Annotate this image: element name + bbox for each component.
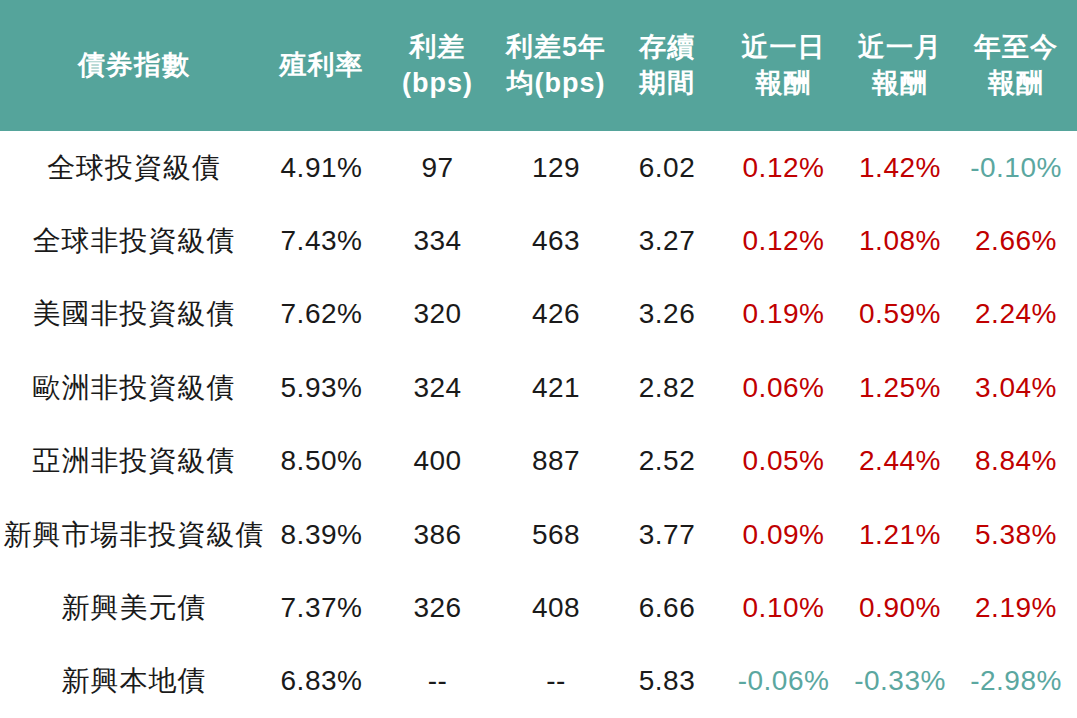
spread-value: 400: [375, 425, 500, 498]
table-row-us-hy: 美國非投資級債 7.62% 320 426 3.26 0.19% 0.59% 2…: [0, 278, 1077, 351]
table-row-europe-hy: 歐洲非投資級債 5.93% 324 421 2.82 0.06% 1.25% 3…: [0, 351, 1077, 424]
spread-5y-avg-value: 463: [500, 204, 612, 277]
return-1d-value: 0.12%: [722, 204, 845, 277]
col-header-return-ytd: 年至今 報酬: [955, 0, 1077, 131]
col-header-bond-index: 債券指數: [0, 0, 268, 131]
yield-value: 4.91%: [268, 131, 375, 204]
spread-value: 326: [375, 571, 500, 644]
duration-value: 3.27: [612, 204, 722, 277]
yield-value: 5.93%: [268, 351, 375, 424]
spread-5y-avg-value: 421: [500, 351, 612, 424]
duration-value: 5.83: [612, 645, 722, 718]
col-header-return-1m: 近一月 報酬: [845, 0, 955, 131]
spread-value: --: [375, 645, 500, 718]
spread-value: 324: [375, 351, 500, 424]
yield-value: 8.50%: [268, 425, 375, 498]
return-1m-value: -0.33%: [845, 645, 955, 718]
spread-5y-avg-value: 887: [500, 425, 612, 498]
spread-5y-avg-value: 129: [500, 131, 612, 204]
bond-index-name: 歐洲非投資級債: [0, 351, 268, 424]
return-1d-value: 0.12%: [722, 131, 845, 204]
duration-value: 3.26: [612, 278, 722, 351]
return-ytd-value: -0.10%: [955, 131, 1077, 204]
return-ytd-value: 2.24%: [955, 278, 1077, 351]
return-1d-value: 0.06%: [722, 351, 845, 424]
col-header-duration: 存續 期間: [612, 0, 722, 131]
return-1d-value: 0.05%: [722, 425, 845, 498]
bond-index-name: 全球非投資級債: [0, 204, 268, 277]
spread-5y-avg-value: --: [500, 645, 612, 718]
bond-index-name: 美國非投資級債: [0, 278, 268, 351]
yield-value: 6.83%: [268, 645, 375, 718]
bond-index-name: 亞洲非投資級債: [0, 425, 268, 498]
spread-value: 97: [375, 131, 500, 204]
return-ytd-value: 2.66%: [955, 204, 1077, 277]
return-ytd-value: 5.38%: [955, 498, 1077, 571]
table-header: 債券指數 殖利率 利差 (bps) 利差5年 均(bps) 存續 期間 近一日 …: [0, 0, 1077, 131]
return-1m-value: 1.42%: [845, 131, 955, 204]
yield-value: 8.39%: [268, 498, 375, 571]
header-row: 債券指數 殖利率 利差 (bps) 利差5年 均(bps) 存續 期間 近一日 …: [0, 0, 1077, 131]
return-ytd-value: 8.84%: [955, 425, 1077, 498]
return-ytd-value: 3.04%: [955, 351, 1077, 424]
col-header-spread-bps: 利差 (bps): [375, 0, 500, 131]
return-1d-value: 0.10%: [722, 571, 845, 644]
bond-index-name: 新興本地債: [0, 645, 268, 718]
return-1d-value: -0.06%: [722, 645, 845, 718]
return-1m-value: 1.08%: [845, 204, 955, 277]
col-header-yield: 殖利率: [268, 0, 375, 131]
col-header-spread-5y-avg: 利差5年 均(bps): [500, 0, 612, 131]
return-1m-value: 1.25%: [845, 351, 955, 424]
return-1d-value: 0.19%: [722, 278, 845, 351]
spread-5y-avg-value: 426: [500, 278, 612, 351]
table-row-em-usd: 新興美元債 7.37% 326 408 6.66 0.10% 0.90% 2.1…: [0, 571, 1077, 644]
return-1m-value: 0.90%: [845, 571, 955, 644]
return-ytd-value: -2.98%: [955, 645, 1077, 718]
table-row-global-ig: 全球投資級債 4.91% 97 129 6.02 0.12% 1.42% -0.…: [0, 131, 1077, 204]
return-1m-value: 1.21%: [845, 498, 955, 571]
yield-value: 7.37%: [268, 571, 375, 644]
return-1m-value: 2.44%: [845, 425, 955, 498]
return-1d-value: 0.09%: [722, 498, 845, 571]
duration-value: 6.02: [612, 131, 722, 204]
spread-5y-avg-value: 408: [500, 571, 612, 644]
duration-value: 3.77: [612, 498, 722, 571]
return-1m-value: 0.59%: [845, 278, 955, 351]
col-header-return-1d: 近一日 報酬: [722, 0, 845, 131]
duration-value: 6.66: [612, 571, 722, 644]
table-row-asia-hy: 亞洲非投資級債 8.50% 400 887 2.52 0.05% 2.44% 8…: [0, 425, 1077, 498]
bond-index-name: 新興美元債: [0, 571, 268, 644]
duration-value: 2.52: [612, 425, 722, 498]
spread-value: 320: [375, 278, 500, 351]
spread-value: 386: [375, 498, 500, 571]
yield-value: 7.43%: [268, 204, 375, 277]
bond-index-name: 全球投資級債: [0, 131, 268, 204]
bond-index-report: 債券指數 殖利率 利差 (bps) 利差5年 均(bps) 存續 期間 近一日 …: [0, 0, 1077, 718]
table-row-em-hy: 新興市場非投資級債 8.39% 386 568 3.77 0.09% 1.21%…: [0, 498, 1077, 571]
yield-value: 7.62%: [268, 278, 375, 351]
duration-value: 2.82: [612, 351, 722, 424]
bond-index-name: 新興市場非投資級債: [0, 498, 268, 571]
table-row-em-local: 新興本地債 6.83% -- -- 5.83 -0.06% -0.33% -2.…: [0, 645, 1077, 718]
table-row-global-hy: 全球非投資級債 7.43% 334 463 3.27 0.12% 1.08% 2…: [0, 204, 1077, 277]
return-ytd-value: 2.19%: [955, 571, 1077, 644]
bond-index-table: 債券指數 殖利率 利差 (bps) 利差5年 均(bps) 存續 期間 近一日 …: [0, 0, 1077, 718]
spread-value: 334: [375, 204, 500, 277]
table-body: 全球投資級債 4.91% 97 129 6.02 0.12% 1.42% -0.…: [0, 131, 1077, 718]
spread-5y-avg-value: 568: [500, 498, 612, 571]
